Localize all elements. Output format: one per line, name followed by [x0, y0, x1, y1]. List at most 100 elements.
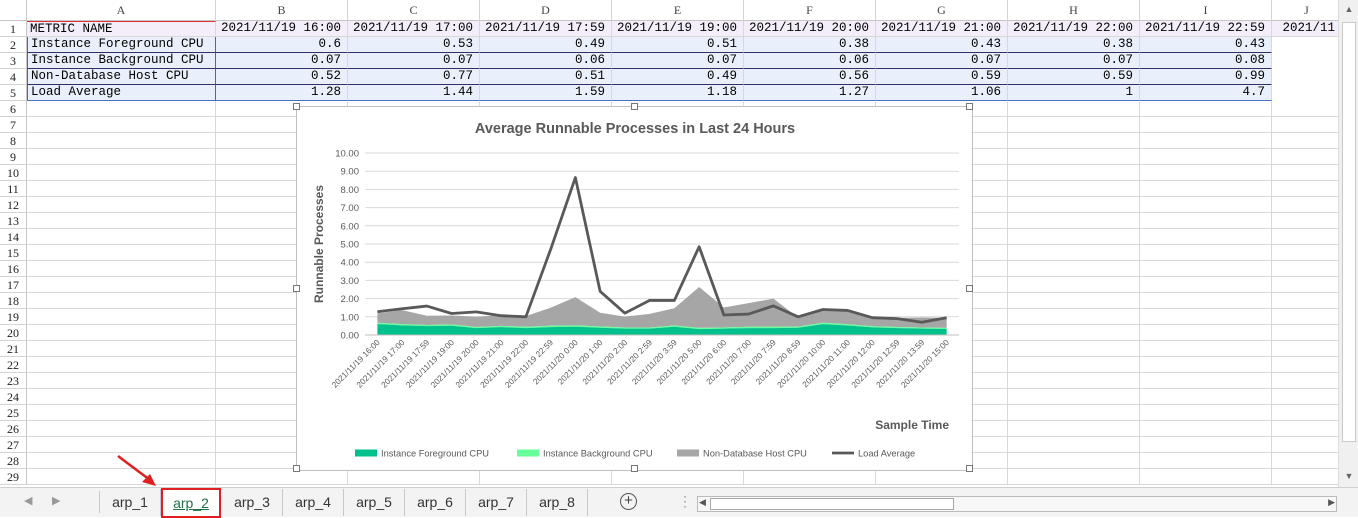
table-cell[interactable]: 0.43: [876, 37, 1008, 53]
empty-cell[interactable]: [27, 293, 216, 309]
table-cell[interactable]: 0.99: [1140, 69, 1272, 85]
table-cell[interactable]: 1.18: [612, 85, 744, 101]
empty-cell[interactable]: [876, 469, 1008, 485]
empty-cell[interactable]: [1008, 405, 1140, 421]
row-header[interactable]: 4: [0, 69, 27, 85]
table-cell[interactable]: 0.07: [348, 53, 480, 69]
empty-cell[interactable]: [1008, 453, 1140, 469]
empty-cell[interactable]: [1140, 133, 1272, 149]
empty-cell[interactable]: [1272, 165, 1342, 181]
row-header[interactable]: 13: [0, 213, 27, 229]
metric-name-cell[interactable]: Non-Database Host CPU: [27, 69, 216, 85]
empty-cell[interactable]: [27, 133, 216, 149]
metric-name-cell[interactable]: Instance Foreground CPU: [27, 37, 216, 53]
metric-name-cell[interactable]: METRIC NAME: [27, 21, 216, 37]
table-cell[interactable]: 0.49: [480, 37, 612, 53]
empty-cell[interactable]: [1272, 309, 1342, 325]
table-cell[interactable]: 0.52: [216, 69, 348, 85]
empty-cell[interactable]: [1272, 117, 1342, 133]
empty-cell[interactable]: [1272, 389, 1342, 405]
empty-cell[interactable]: [1140, 117, 1272, 133]
column-header-f[interactable]: F: [744, 0, 876, 21]
empty-cell[interactable]: [1140, 437, 1272, 453]
empty-cell[interactable]: [1272, 133, 1342, 149]
chevron-left-icon[interactable]: ◀: [24, 495, 33, 507]
empty-cell[interactable]: [1008, 133, 1140, 149]
empty-cell[interactable]: [1008, 117, 1140, 133]
resize-handle[interactable]: [293, 465, 300, 472]
row-header[interactable]: 6: [0, 101, 27, 117]
row-header[interactable]: 9: [0, 149, 27, 165]
column-header-c[interactable]: C: [348, 0, 480, 21]
empty-cell[interactable]: [1008, 213, 1140, 229]
table-cell[interactable]: 2021/11/19 20:00: [744, 21, 876, 37]
empty-cell[interactable]: [1272, 245, 1342, 261]
table-cell[interactable]: 0.59: [1008, 69, 1140, 85]
empty-cell[interactable]: [27, 405, 216, 421]
chart-object[interactable]: Average Runnable Processes in Last 24 Ho…: [293, 103, 973, 472]
empty-cell[interactable]: [1272, 261, 1342, 277]
empty-cell[interactable]: [27, 117, 216, 133]
table-cell[interactable]: 2021/11/19 22:59: [1140, 21, 1272, 37]
empty-cell[interactable]: [27, 277, 216, 293]
resize-handle[interactable]: [631, 465, 638, 472]
table-cell[interactable]: 2021/11/19 16:00: [216, 21, 348, 37]
row-header[interactable]: 22: [0, 357, 27, 373]
table-cell[interactable]: 0.07: [216, 53, 348, 69]
row-header[interactable]: 26: [0, 421, 27, 437]
table-cell[interactable]: 1.59: [480, 85, 612, 101]
table-cell[interactable]: 0.51: [612, 37, 744, 53]
row-header[interactable]: 15: [0, 245, 27, 261]
row-header[interactable]: 23: [0, 373, 27, 389]
empty-cell[interactable]: [1272, 229, 1342, 245]
scroll-right-icon[interactable]: ▶: [1328, 497, 1335, 507]
empty-cell[interactable]: [27, 149, 216, 165]
resize-handle[interactable]: [966, 285, 973, 292]
sheet-tab-arp_7[interactable]: arp_7: [466, 489, 527, 516]
empty-cell[interactable]: [1272, 341, 1342, 357]
row-header[interactable]: 8: [0, 133, 27, 149]
chevron-right-icon[interactable]: ▶: [52, 495, 61, 507]
table-cell[interactable]: 0.49: [612, 69, 744, 85]
resize-handle[interactable]: [631, 103, 638, 110]
table-cell[interactable]: 0.77: [348, 69, 480, 85]
row-header[interactable]: 5: [0, 85, 27, 101]
scroll-down-icon[interactable]: ▼: [1344, 471, 1354, 481]
empty-cell[interactable]: [1008, 421, 1140, 437]
row-header[interactable]: 16: [0, 261, 27, 277]
table-cell[interactable]: 0.6: [216, 37, 348, 53]
empty-cell[interactable]: [216, 469, 348, 485]
empty-cell[interactable]: [1140, 277, 1272, 293]
table-cell[interactable]: 1.06: [876, 85, 1008, 101]
row-header[interactable]: 11: [0, 181, 27, 197]
empty-cell[interactable]: [1140, 245, 1272, 261]
row-header[interactable]: 17: [0, 277, 27, 293]
empty-cell[interactable]: [1140, 309, 1272, 325]
table-cell[interactable]: 2021/11/19 21:00: [876, 21, 1008, 37]
table-cell[interactable]: 2021/11: [1272, 21, 1342, 37]
row-header[interactable]: 18: [0, 293, 27, 309]
vertical-dots-icon[interactable]: ⋮: [678, 493, 692, 509]
sheet-tab-arp_4[interactable]: arp_4: [283, 489, 344, 516]
scroll-up-icon[interactable]: ▲: [1344, 4, 1354, 14]
column-header-e[interactable]: E: [612, 0, 744, 21]
empty-cell[interactable]: [1008, 261, 1140, 277]
resize-handle[interactable]: [966, 465, 973, 472]
table-cell[interactable]: 2021/11/19 22:00: [1008, 21, 1140, 37]
column-header-i[interactable]: I: [1140, 0, 1272, 21]
row-header[interactable]: 19: [0, 309, 27, 325]
column-header-a[interactable]: A: [27, 0, 216, 21]
sheet-tab-arp_6[interactable]: arp_6: [405, 489, 466, 516]
empty-cell[interactable]: [1140, 389, 1272, 405]
empty-cell[interactable]: [1008, 341, 1140, 357]
row-header[interactable]: 2: [0, 37, 27, 53]
column-header-j[interactable]: J: [1272, 0, 1342, 21]
empty-cell[interactable]: [27, 101, 216, 117]
empty-cell[interactable]: [27, 357, 216, 373]
row-header[interactable]: 20: [0, 325, 27, 341]
empty-cell[interactable]: [744, 469, 876, 485]
empty-cell[interactable]: [1140, 213, 1272, 229]
sheet-tab-arp_5[interactable]: arp_5: [344, 489, 405, 516]
empty-cell[interactable]: [1008, 197, 1140, 213]
empty-cell[interactable]: [1140, 421, 1272, 437]
